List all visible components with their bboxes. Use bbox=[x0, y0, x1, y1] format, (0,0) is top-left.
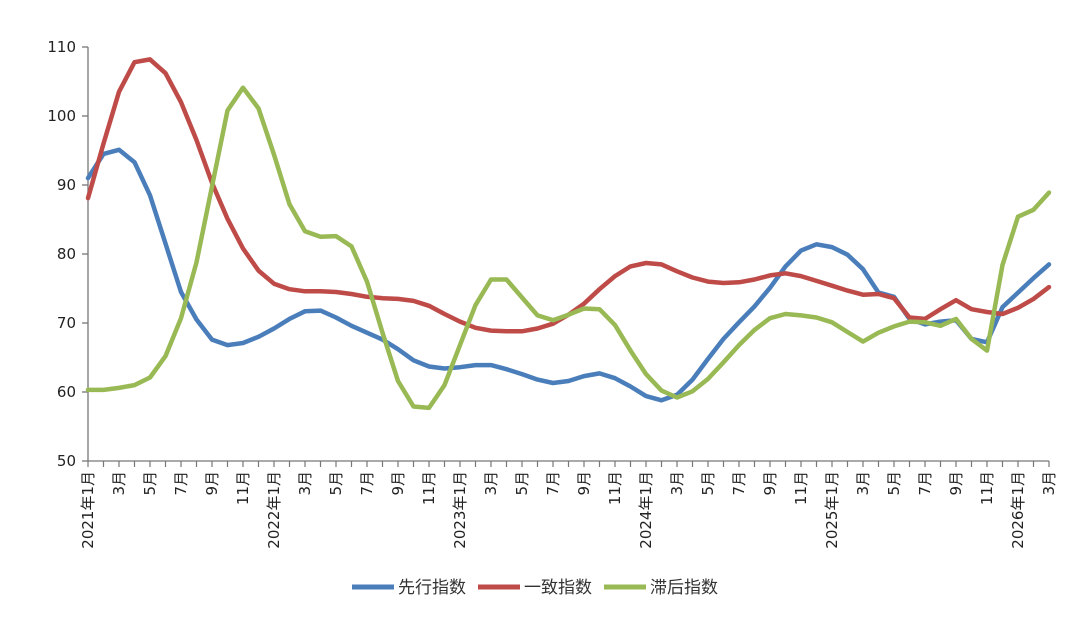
legend-label-1: 先行指数 bbox=[398, 578, 466, 598]
x-tick-label: 5月 bbox=[885, 471, 903, 496]
series-line-3 bbox=[85, 85, 1052, 411]
x-tick-label: 11月 bbox=[606, 471, 624, 505]
y-tick-label: 60 bbox=[57, 383, 76, 401]
x-tick-label: 11月 bbox=[420, 471, 438, 505]
x-tick-label: 7月 bbox=[916, 471, 934, 496]
x-tick-label: 11月 bbox=[978, 471, 996, 505]
x-tick-label: 3月 bbox=[854, 471, 872, 496]
x-tick-label: 3月 bbox=[482, 471, 500, 496]
x-tick-label: 5月 bbox=[327, 471, 345, 496]
axes: 50 60 70 80 90 100 110 2021年1月 3月 5月 7月 9月 11月 2022年1… bbox=[47, 38, 1058, 549]
x-tick-label: 9月 bbox=[575, 471, 593, 496]
series-layer bbox=[85, 57, 1052, 411]
series-line-1 bbox=[85, 147, 1052, 403]
x-tick-label: 3月 bbox=[110, 471, 128, 496]
y-tick-label: 50 bbox=[57, 452, 76, 470]
y-tick-label: 70 bbox=[57, 314, 76, 332]
x-tick-label: 2025年1月 bbox=[823, 471, 841, 549]
x-tick-label: 3月 bbox=[296, 471, 314, 496]
y-tick-label: 110 bbox=[47, 38, 76, 56]
x-tick-label: 11月 bbox=[792, 471, 810, 505]
x-tick-label: 5月 bbox=[513, 471, 531, 496]
x-tick-label: 3月 bbox=[1040, 471, 1058, 496]
x-tick-label: 5月 bbox=[141, 471, 159, 496]
x-tick-label: 9月 bbox=[389, 471, 407, 496]
x-tick-label: 5月 bbox=[699, 471, 717, 496]
y-tick-label: 100 bbox=[47, 107, 76, 125]
legend-label-3: 滞后指数 bbox=[650, 578, 718, 598]
x-tick-label: 7月 bbox=[730, 471, 748, 496]
x-tick-label: 3月 bbox=[668, 471, 686, 496]
x-tick-label: 9月 bbox=[761, 471, 779, 496]
x-tick-label: 11月 bbox=[234, 471, 252, 505]
x-tick-label: 7月 bbox=[172, 471, 190, 496]
legend-label-2: 一致指数 bbox=[524, 578, 592, 598]
y-tick-label: 90 bbox=[57, 176, 76, 194]
x-tick-label: 9月 bbox=[203, 471, 221, 496]
x-tick-label: 2024年1月 bbox=[637, 471, 655, 549]
y-tick-label: 80 bbox=[57, 245, 76, 263]
x-tick-label: 7月 bbox=[358, 471, 376, 496]
x-tick-label: 2026年1月 bbox=[1009, 471, 1027, 549]
x-tick-label: 2021年1月 bbox=[79, 471, 97, 549]
legend: 先行指数 一致指数 滞后指数 bbox=[352, 578, 718, 598]
x-tick-label: 2022年1月 bbox=[265, 471, 283, 549]
x-tick-label: 9月 bbox=[947, 471, 965, 496]
x-tick-label: 7月 bbox=[544, 471, 562, 496]
x-tick-label: 2023年1月 bbox=[451, 471, 469, 549]
